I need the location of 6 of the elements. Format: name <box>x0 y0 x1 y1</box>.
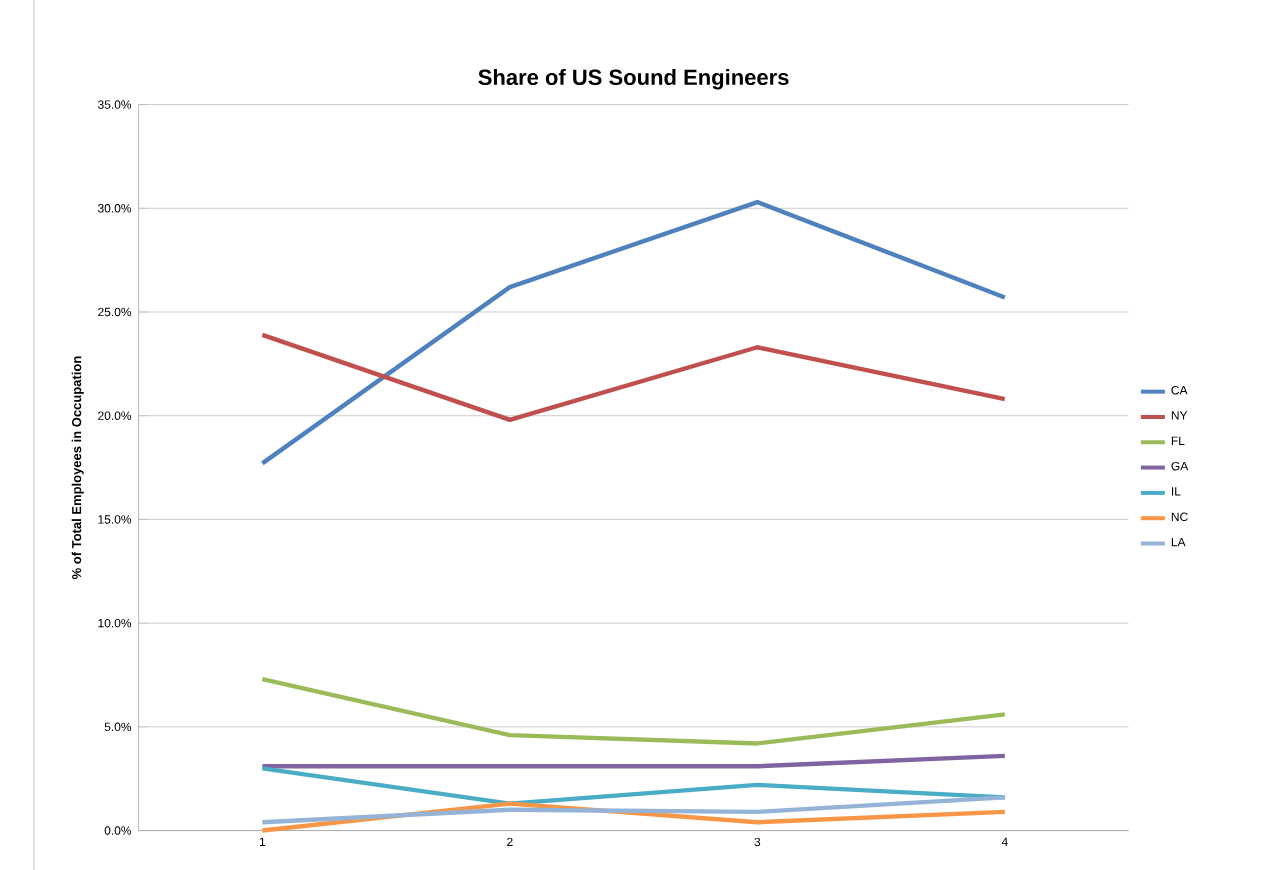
chart-title: Share of US Sound Engineers <box>478 68 789 90</box>
line-series <box>260 795 1008 825</box>
line-series <box>260 676 1008 746</box>
line-series <box>260 332 1008 423</box>
line-series <box>260 199 1008 466</box>
line-series <box>260 801 1008 833</box>
